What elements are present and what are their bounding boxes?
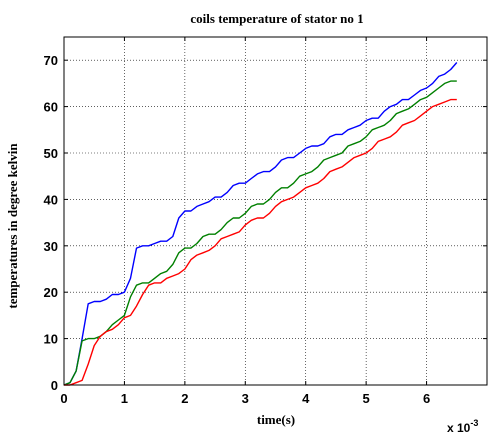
series-line-2 — [63, 80, 457, 386]
series-line-1 — [63, 62, 458, 386]
y-tick-label: 10 — [44, 332, 58, 347]
y-tick-label: 70 — [44, 53, 58, 68]
y-tick-label: 20 — [44, 285, 58, 300]
x-axis-multiplier: x 10-3 — [447, 418, 478, 435]
x-tick-label: 3 — [242, 391, 249, 406]
x-tick-label: 2 — [181, 391, 188, 406]
x-axis-label: time(s) — [257, 412, 295, 427]
x-axis-multiplier-exponent: -3 — [470, 418, 478, 428]
plot-frame — [63, 36, 488, 386]
y-tick-label: 60 — [44, 100, 58, 115]
x-tick-label: 1 — [121, 391, 128, 406]
x-tick-label: 0 — [60, 391, 67, 406]
y-tick-label: 0 — [51, 378, 58, 393]
x-axis-multiplier-base: x 10 — [447, 421, 471, 435]
x-tick-label: 6 — [423, 391, 430, 406]
y-tick-label: 50 — [44, 146, 58, 161]
y-axis-label: temperatures in degree kelvin — [5, 143, 20, 309]
y-tick-label: 30 — [44, 239, 58, 254]
x-tick-label: 4 — [302, 391, 310, 406]
x-tick-label: 5 — [363, 391, 370, 406]
chart-title: coils temperature of stator no 1 — [190, 11, 363, 26]
series-layer — [63, 62, 458, 386]
series-line-3 — [64, 98, 457, 386]
y-tick-label: 40 — [44, 192, 58, 207]
